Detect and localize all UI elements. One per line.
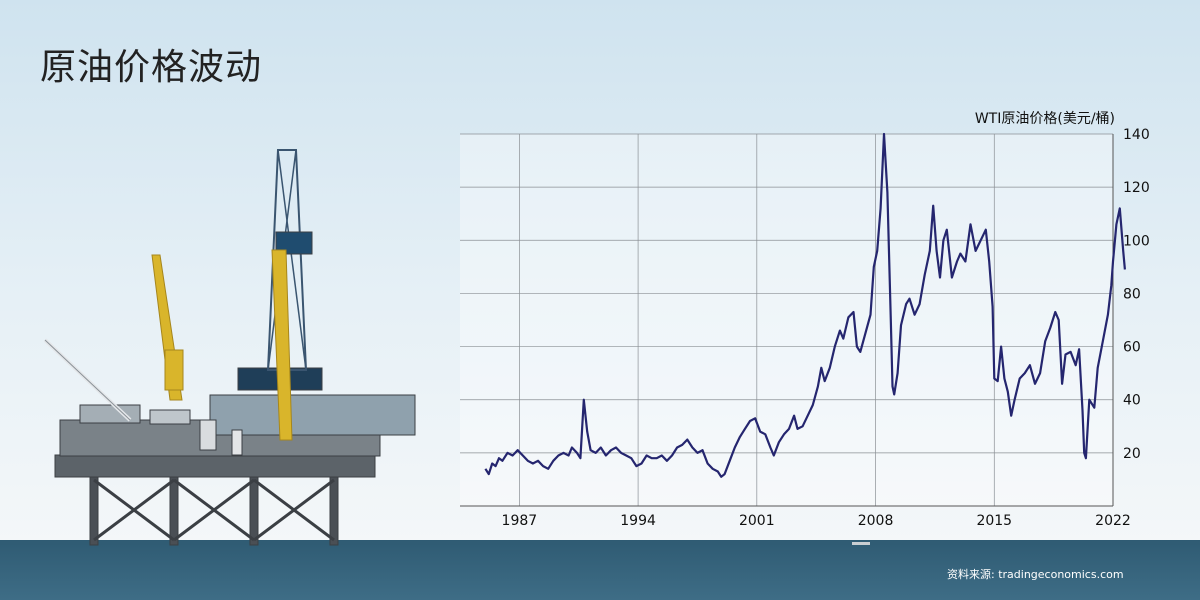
x-tick-label: 2008 <box>858 513 894 529</box>
x-tick-label: 1987 <box>502 513 538 529</box>
y-tick-label: 140 <box>1123 127 1150 143</box>
page-title: 原油价格波动 <box>40 47 263 88</box>
y-tick-label: 40 <box>1123 393 1141 409</box>
y-tick-label: 80 <box>1123 286 1141 302</box>
sea <box>0 540 1200 600</box>
distant-boat <box>852 542 870 545</box>
x-tick-label: 1994 <box>620 513 656 529</box>
x-tick-label: 2022 <box>1095 513 1131 529</box>
axis-ticks: 1987 1994 2001 2008 2015 2022 20 40 60 80 100 120 14… <box>502 127 1150 529</box>
plot-area <box>460 134 1113 506</box>
y-tick-label: 60 <box>1123 340 1141 356</box>
source-note: 资料来源: tradingeconomics.com <box>947 568 1124 581</box>
y-tick-label: 120 <box>1123 180 1150 196</box>
y-tick-label: 100 <box>1123 233 1150 249</box>
y-axis-label: WTI原油价格(美元/桶) <box>975 111 1115 127</box>
y-tick-label: 20 <box>1123 446 1141 462</box>
oil-platform-illustration <box>43 149 416 546</box>
wti-price-line <box>484 132 1126 478</box>
x-tick-label: 2015 <box>976 513 1012 529</box>
x-tick-label: 2001 <box>739 513 775 529</box>
